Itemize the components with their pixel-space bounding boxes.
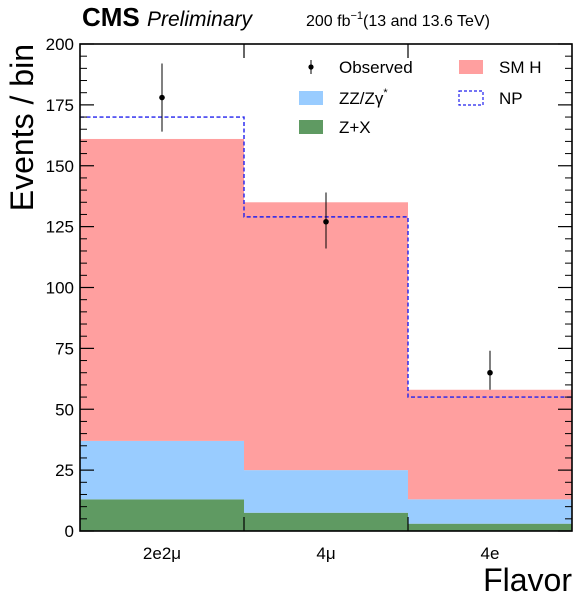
- legend-label-text: Z+X: [339, 118, 371, 137]
- y-tick-label: 200: [46, 35, 74, 54]
- legend-label-zx: Z+X: [339, 118, 371, 137]
- y-tick-label: 50: [55, 400, 74, 419]
- status-label: Preliminary: [147, 8, 254, 31]
- bar-zz-0: [80, 440, 244, 500]
- bar-zz-2: [408, 499, 572, 524]
- y-tick-label: 0: [65, 522, 74, 541]
- legend-observed-marker: [308, 64, 314, 70]
- experiment-label: CMS: [82, 2, 140, 32]
- legend-np-swatch: [458, 90, 484, 106]
- lumi-exponent: −1: [350, 10, 363, 22]
- observed-point-1: [323, 218, 329, 225]
- legend-label-text: Observed: [339, 58, 413, 77]
- legend-label-text: SM H: [499, 58, 542, 77]
- legend: Observed SM H ZZ/Zγ* NP Z+X: [299, 58, 542, 137]
- legend-label-text: NP: [499, 89, 523, 108]
- lumi-value: 200 fb: [306, 13, 351, 30]
- legend-label-superscript: *: [383, 87, 388, 99]
- legend-label-smh: SM H: [499, 58, 542, 77]
- x-tick-label: 4μ: [316, 544, 335, 563]
- y-tick-label: 100: [46, 279, 74, 298]
- legend-label-text: ZZ/Zγ: [339, 89, 384, 108]
- bar-zx-1: [244, 512, 408, 531]
- bar-zx-2: [408, 523, 572, 531]
- y-tick-label: 125: [46, 218, 74, 237]
- legend-label-observed: Observed: [339, 58, 413, 77]
- legend-zz-swatch: [299, 91, 323, 105]
- y-tick-label: 75: [55, 339, 74, 358]
- stacked-bars: [80, 138, 572, 531]
- x-axis-title: Flavor: [483, 562, 572, 597]
- observed-point-2: [487, 369, 493, 376]
- bar-smh-0: [80, 138, 244, 441]
- legend-label-zz: ZZ/Zγ*: [339, 87, 388, 108]
- axis-ticks: 0 25 50 75 100 125 150 175 200 2e2μ 4μ 4e: [46, 35, 572, 563]
- legend-label-np: NP: [499, 89, 523, 108]
- legend-smh-swatch: [459, 60, 483, 74]
- bar-zx-0: [80, 499, 244, 531]
- y-tick-label: 175: [46, 96, 74, 115]
- legend-zx-swatch: [299, 120, 323, 134]
- luminosity-label: 200 fb−1(13 and 13.6 TeV): [306, 10, 490, 30]
- observed-points: [159, 63, 493, 390]
- observed-point-0: [159, 94, 165, 101]
- y-axis-title: Events / bin: [4, 44, 40, 211]
- y-tick-label: 150: [46, 157, 74, 176]
- x-tick-label: 4e: [481, 544, 500, 563]
- lumi-energy: (13 and 13.6 TeV): [363, 13, 490, 30]
- bar-smh-2: [408, 389, 572, 500]
- x-tick-label: 2e2μ: [143, 544, 181, 563]
- bar-zz-1: [244, 470, 408, 513]
- y-tick-label: 25: [55, 461, 74, 480]
